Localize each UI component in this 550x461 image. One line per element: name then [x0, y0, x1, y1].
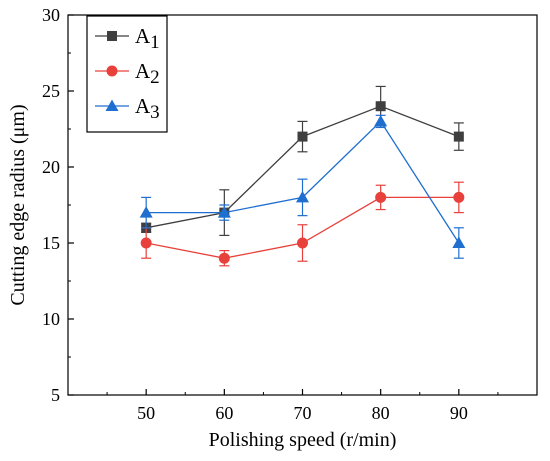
y-axis-title: Cutting edge radius (μm) [7, 104, 29, 305]
data-point [452, 236, 466, 248]
legend-box [86, 15, 168, 133]
data-point [453, 191, 465, 203]
legend-item-a3: A3 [95, 94, 160, 123]
data-point [297, 237, 308, 249]
data-point [217, 206, 231, 218]
y-tick-label: 20 [42, 157, 60, 177]
series-a2 [140, 181, 465, 267]
data-point [296, 190, 309, 203]
legend-marker [107, 31, 117, 41]
y-tick-label: 25 [42, 81, 60, 101]
series-a3 [139, 114, 466, 259]
plot-area [139, 85, 466, 267]
legend-label: A2 [135, 59, 160, 88]
data-point [375, 101, 386, 112]
legend-label: A1 [135, 24, 160, 53]
x-tick-label: 50 [137, 403, 155, 423]
legend-item-a1: A1 [95, 24, 160, 53]
legend-label-base: A [135, 24, 151, 48]
legend-label-base: A [135, 94, 151, 118]
data-point [139, 206, 153, 218]
data-point [374, 114, 388, 127]
legend-label-subscript: 3 [150, 102, 160, 123]
legend-label-subscript: 2 [150, 67, 160, 88]
x-axis-title: Polishing speed (r/min) [209, 429, 397, 451]
data-point [297, 131, 308, 142]
data-point [375, 191, 387, 203]
legend-marker [106, 65, 118, 77]
data-point [453, 131, 464, 142]
data-point [218, 252, 230, 264]
legend-label: A3 [135, 94, 160, 123]
x-tick-label: 60 [215, 403, 233, 423]
x-tick-label: 90 [450, 403, 468, 423]
y-tick-label: 5 [51, 385, 60, 405]
data-point [140, 237, 152, 249]
x-tick-label: 80 [372, 403, 390, 423]
legend-label-base: A [135, 59, 151, 83]
legend-marker [105, 99, 119, 111]
legend-label-subscript: 1 [150, 32, 160, 53]
y-tick-label: 10 [42, 309, 60, 329]
x-tick-label: 70 [294, 403, 312, 423]
legend-item-a2: A2 [95, 59, 160, 88]
axes: 5 10 15 20 25 30 50 60 70 80 90 [42, 5, 538, 423]
y-tick-label: 30 [42, 5, 60, 25]
y-tick-label: 15 [42, 233, 60, 253]
